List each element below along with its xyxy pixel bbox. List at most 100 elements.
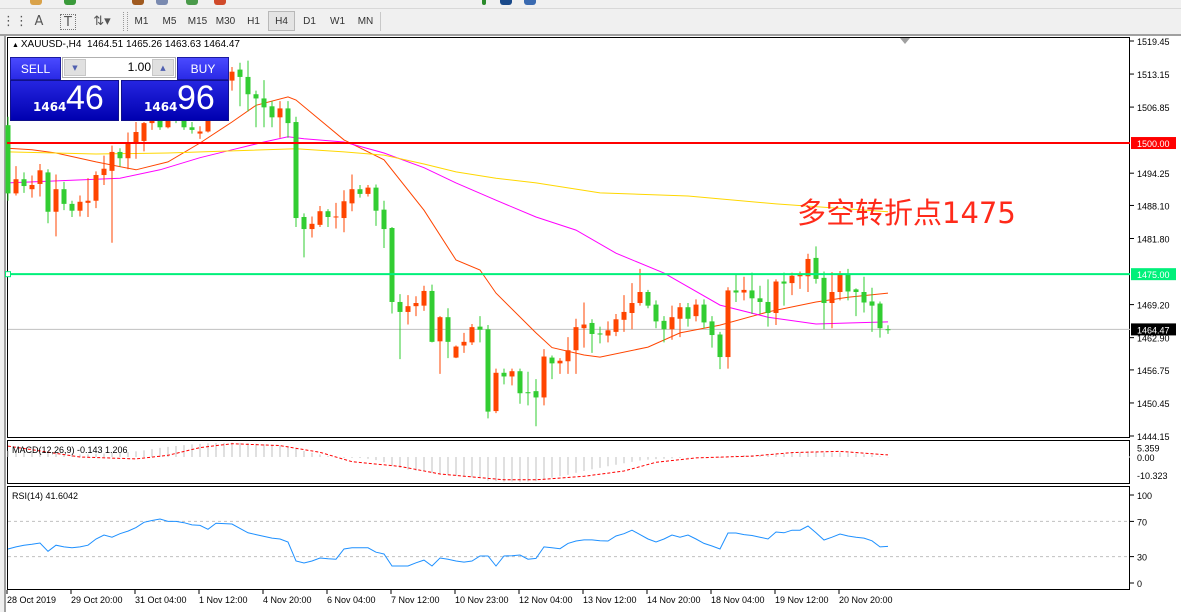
price-axis-label: 1494.25 bbox=[1137, 169, 1170, 179]
timeframe-m5-button[interactable]: M5 bbox=[162, 15, 177, 27]
candle bbox=[477, 316, 483, 343]
buy-price-button[interactable]: 1464 96 bbox=[121, 79, 229, 121]
candle-body bbox=[613, 319, 619, 332]
candle bbox=[765, 279, 771, 327]
candle-body bbox=[637, 292, 643, 304]
candle bbox=[309, 216, 315, 238]
timeframe-h4-button[interactable]: H4 bbox=[268, 11, 295, 31]
candle-body bbox=[597, 333, 603, 335]
candle bbox=[749, 272, 755, 315]
toolbar-icon[interactable] bbox=[524, 0, 536, 5]
sell-button[interactable]: SELL bbox=[10, 57, 61, 80]
candle-body bbox=[717, 334, 723, 358]
candle bbox=[61, 181, 67, 211]
candle bbox=[669, 305, 675, 340]
time-axis-label: 7 Nov 12:00 bbox=[391, 595, 440, 605]
candle bbox=[805, 253, 811, 293]
candle bbox=[365, 184, 371, 197]
timeframe-m1-button[interactable]: M1 bbox=[134, 15, 149, 27]
candle-body bbox=[365, 187, 371, 194]
candle bbox=[685, 303, 691, 327]
timeframe-m15-button[interactable]: M15 bbox=[187, 15, 208, 27]
timeframe-h1-button[interactable]: H1 bbox=[247, 15, 260, 27]
main-toolbar-partial bbox=[0, 0, 1181, 9]
candle-body bbox=[525, 392, 531, 394]
candle-body bbox=[37, 170, 43, 184]
toolbar-icon[interactable] bbox=[132, 0, 144, 5]
candle bbox=[461, 332, 467, 353]
candle-body bbox=[189, 127, 195, 130]
candle-body bbox=[29, 184, 35, 190]
candle bbox=[677, 303, 683, 338]
toolbar-icon[interactable] bbox=[64, 0, 76, 5]
candle-body bbox=[445, 317, 451, 342]
collapse-triangle-icon[interactable]: ▲ bbox=[12, 42, 21, 49]
toolbar-icon[interactable] bbox=[156, 0, 168, 5]
candle bbox=[45, 169, 51, 224]
price-level-label-bg bbox=[1131, 323, 1176, 336]
candle bbox=[453, 345, 459, 359]
rsi-axis-label: 0 bbox=[1137, 579, 1142, 589]
candle-body bbox=[773, 281, 779, 313]
line-handle-icon[interactable] bbox=[5, 271, 11, 278]
candle bbox=[189, 122, 195, 134]
text-label-icon[interactable]: T bbox=[60, 14, 76, 30]
lot-size-field[interactable]: ▼ 1.00 ▲ bbox=[62, 57, 176, 78]
rsi-panel-frame bbox=[7, 486, 1130, 590]
toolbar-icon[interactable] bbox=[30, 0, 42, 5]
lot-increase-button[interactable]: ▲ bbox=[152, 59, 174, 76]
candle bbox=[5, 116, 11, 201]
toolbar-icon[interactable] bbox=[186, 0, 198, 5]
candle bbox=[773, 279, 779, 326]
candle-body bbox=[277, 108, 283, 118]
candle-body bbox=[181, 119, 187, 128]
candle-body bbox=[349, 189, 355, 204]
candle-body bbox=[885, 329, 891, 331]
candle bbox=[557, 358, 563, 374]
price-level-label: 1475.00 bbox=[1137, 270, 1170, 280]
timeframe-d1-button[interactable]: D1 bbox=[303, 15, 316, 27]
candle bbox=[885, 325, 891, 334]
candle bbox=[381, 200, 387, 248]
symbol-label: XAUUSD-,H4 bbox=[20, 39, 82, 50]
candle-body bbox=[629, 303, 635, 313]
timeframe-w1-button[interactable]: W1 bbox=[330, 15, 345, 27]
timeframe-mn-button[interactable]: MN bbox=[357, 15, 374, 27]
sell-price-button[interactable]: 1464 46 bbox=[10, 79, 119, 121]
lot-decrease-button[interactable]: ▼ bbox=[64, 59, 86, 76]
time-axis-label: 14 Nov 20:00 bbox=[647, 595, 701, 605]
arrows-icon[interactable]: ⇅▾ bbox=[93, 13, 111, 29]
lot-size-value[interactable]: 1.00 bbox=[127, 60, 151, 74]
candle bbox=[821, 271, 827, 330]
candle-body bbox=[397, 301, 403, 312]
rsi-axis-label: 30 bbox=[1137, 553, 1147, 563]
buy-button[interactable]: BUY bbox=[177, 57, 229, 80]
grid-icon[interactable]: ⋮⋮ bbox=[2, 13, 28, 29]
annotation-text[interactable]: 多空转折点1475 bbox=[797, 196, 1016, 230]
candle-body bbox=[549, 357, 555, 364]
toolbar-grip[interactable] bbox=[123, 12, 128, 31]
candle-body bbox=[357, 189, 363, 194]
buy-price-pips: 96 bbox=[177, 79, 215, 117]
candle bbox=[869, 287, 875, 332]
chart-shift-marker-icon[interactable] bbox=[900, 38, 910, 44]
timeframe-m30-button[interactable]: M30 bbox=[215, 15, 236, 27]
candle-body bbox=[61, 189, 67, 204]
candle bbox=[781, 272, 787, 306]
toolbar-icon[interactable] bbox=[482, 0, 486, 5]
candle-body bbox=[133, 132, 139, 144]
candle-body bbox=[301, 216, 307, 230]
toolbar-icon[interactable] bbox=[500, 0, 512, 5]
candle-body bbox=[557, 360, 563, 364]
candle bbox=[437, 316, 443, 374]
toolbar-icon[interactable] bbox=[214, 0, 226, 5]
candle-body bbox=[645, 292, 651, 306]
candle-body bbox=[485, 329, 491, 412]
text-icon[interactable]: A bbox=[34, 13, 44, 29]
price-axis-label: 1481.80 bbox=[1137, 235, 1170, 245]
candle-body bbox=[741, 289, 747, 293]
time-axis-label: 31 Oct 04:00 bbox=[135, 595, 187, 605]
candle bbox=[589, 319, 595, 353]
candle-body bbox=[13, 179, 19, 194]
